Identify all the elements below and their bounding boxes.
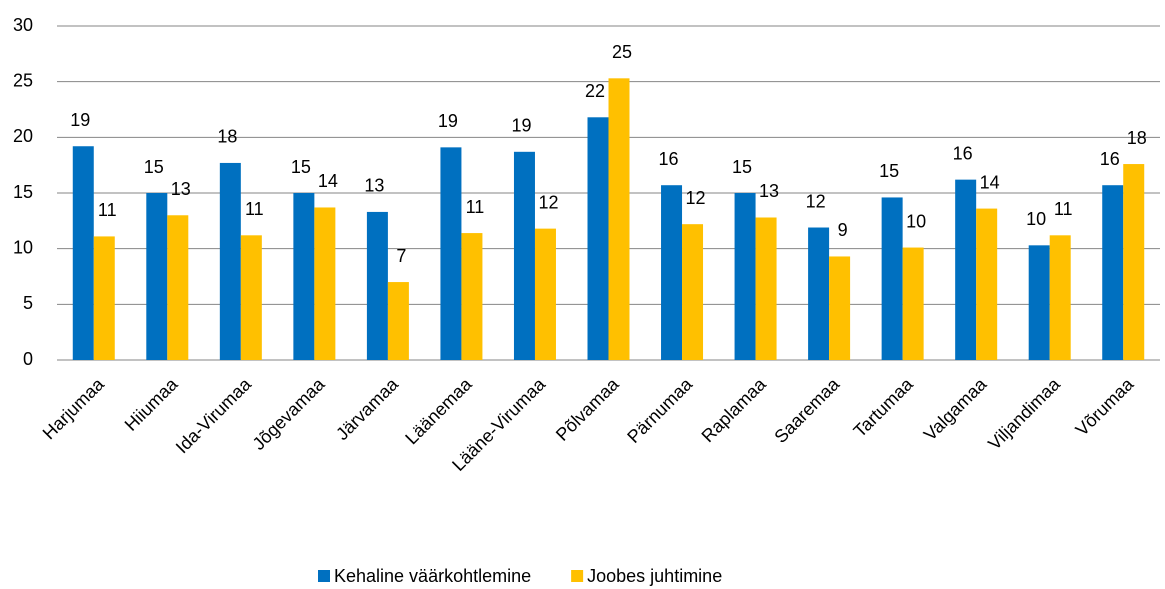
value-label: 10	[906, 211, 926, 231]
x-tick-label: Ida-Virumaa	[172, 373, 256, 457]
bar	[167, 215, 189, 360]
value-label: 14	[318, 171, 338, 191]
value-label: 12	[538, 192, 558, 212]
value-label: 16	[659, 149, 679, 169]
x-tick-label: Valgamaa	[920, 373, 991, 444]
y-tick-label: 5	[23, 293, 33, 313]
value-label: 15	[732, 157, 752, 177]
bar	[1028, 245, 1050, 360]
y-tick-label: 10	[13, 237, 33, 257]
value-label: 7	[396, 246, 406, 266]
value-label: 22	[585, 81, 605, 101]
x-tick-label: Hiiumaa	[121, 373, 183, 435]
y-tick-label: 30	[13, 15, 33, 35]
bar	[219, 162, 241, 360]
bar	[808, 227, 830, 360]
y-tick-label: 0	[23, 349, 33, 369]
bar	[955, 179, 977, 360]
value-label: 18	[217, 127, 237, 147]
bar	[387, 282, 409, 360]
value-label: 13	[759, 181, 779, 201]
bar	[755, 217, 777, 360]
x-tick-label: Läänemaa	[401, 373, 476, 448]
bar	[1049, 235, 1071, 360]
bar	[902, 247, 924, 360]
value-label: 12	[806, 191, 826, 211]
value-label: 9	[838, 220, 848, 240]
bar	[461, 233, 483, 360]
value-label: 13	[364, 176, 384, 196]
value-label: 15	[144, 157, 164, 177]
bar	[1102, 185, 1124, 360]
value-label: 11	[98, 200, 117, 220]
value-label: 14	[980, 172, 1000, 192]
value-label: 12	[686, 188, 706, 208]
bar	[93, 236, 115, 360]
bar	[293, 193, 315, 360]
value-label: 13	[171, 179, 191, 199]
x-tick-label: Pärnumaa	[623, 373, 697, 447]
x-tick-label: Jõgevamaa	[249, 373, 330, 454]
x-tick-label: Saaremaa	[770, 373, 844, 447]
bar	[734, 193, 756, 360]
y-tick-label: 20	[13, 126, 33, 146]
value-label: 16	[953, 143, 973, 163]
bar	[440, 147, 462, 360]
bar	[829, 256, 851, 360]
bar	[314, 207, 336, 360]
legend-label: Kehaline väärkohtlemine	[334, 566, 531, 586]
value-label: 19	[511, 116, 531, 136]
bar	[513, 151, 535, 360]
value-label: 11	[245, 199, 264, 219]
bar	[608, 78, 630, 361]
x-tick-label: Põlvamaa	[552, 373, 623, 444]
value-label: 19	[70, 110, 90, 130]
bar	[976, 208, 998, 360]
bar	[682, 224, 704, 360]
y-tick-label: 15	[13, 182, 33, 202]
value-label: 15	[879, 161, 899, 181]
x-tick-label: Viljandimaa	[984, 373, 1064, 453]
x-tick-label: Võrumaa	[1072, 373, 1138, 439]
value-label: 16	[1100, 149, 1120, 169]
value-label: 11	[466, 197, 485, 217]
bar	[881, 197, 903, 360]
bar	[366, 211, 388, 360]
bar	[72, 146, 94, 360]
value-label: 11	[1054, 199, 1073, 219]
value-label: 25	[612, 42, 632, 62]
legend-swatch	[318, 570, 330, 582]
x-tick-label: Raplamaa	[698, 373, 771, 446]
bar	[1123, 164, 1145, 360]
bar	[534, 228, 556, 360]
value-label: 19	[438, 111, 458, 131]
legend-label: Joobes juhtimine	[587, 566, 722, 586]
bar	[146, 193, 168, 360]
x-tick-label: Järvamaa	[332, 373, 403, 444]
y-tick-label: 25	[13, 70, 33, 90]
legend-swatch	[571, 570, 584, 582]
x-tick-label: Harjumaa	[39, 373, 109, 443]
bar	[587, 117, 609, 360]
value-label: 15	[291, 157, 311, 177]
x-tick-label: Tartumaa	[850, 373, 918, 441]
bar	[240, 235, 262, 360]
value-label: 10	[1026, 209, 1046, 229]
bar	[661, 185, 683, 360]
value-label: 18	[1127, 128, 1147, 148]
